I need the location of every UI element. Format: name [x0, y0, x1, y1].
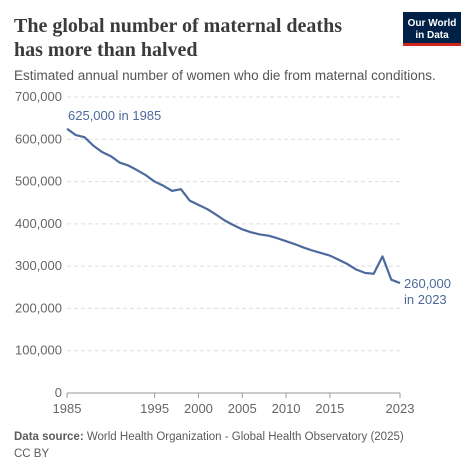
chart-title: has more than halved: [14, 39, 198, 61]
x-tick-label: 2023: [386, 401, 415, 416]
logo-text: in Data: [415, 30, 449, 41]
chart-title: The global number of maternal deaths: [14, 15, 342, 37]
x-tick-label: 2000: [184, 401, 213, 416]
x-tick-label: 1995: [140, 401, 169, 416]
chart-subtitle: Estimated annual number of women who die…: [14, 68, 436, 83]
source-text: World Health Organization - Global Healt…: [87, 431, 404, 443]
y-tick-label: 500,000: [15, 174, 62, 189]
y-tick-label: 100,000: [15, 343, 62, 358]
y-tick-label: 600,000: [15, 131, 62, 146]
logo-text: Our World: [408, 18, 457, 29]
x-tick-label: 2015: [315, 401, 344, 416]
annotation: in 2023: [404, 292, 447, 307]
logo-box: [403, 12, 461, 46]
annotation: 625,000 in 1985: [68, 108, 161, 123]
source: Data source: World Health Organization -…: [14, 431, 404, 443]
y-tick-label: 300,000: [15, 258, 62, 273]
source-label: Data source:: [14, 431, 84, 443]
x-tick-label: 1985: [53, 401, 82, 416]
y-tick-label: 400,000: [15, 216, 62, 231]
annotation: 260,000: [404, 276, 451, 291]
y-tick-label: 200,000: [15, 300, 62, 315]
y-tick-label: 700,000: [15, 89, 62, 104]
x-tick-label: 2010: [272, 401, 301, 416]
logo-bar: [403, 43, 461, 46]
license: CC BY: [14, 448, 49, 460]
y-tick-label: 0: [55, 385, 62, 400]
line: [66, 127, 401, 285]
x-tick-label: 2005: [228, 401, 257, 416]
